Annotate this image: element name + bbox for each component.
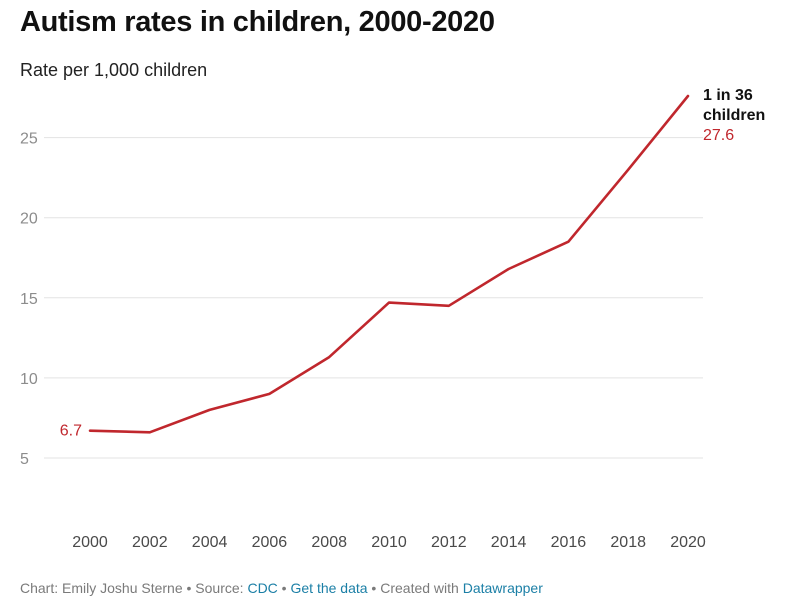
chart-footer: Chart: Emily Joshu Sterne • Source: CDC … xyxy=(20,580,543,596)
x-tick-label: 2006 xyxy=(252,534,288,551)
x-tick-label: 2018 xyxy=(610,534,646,551)
y-tick-label: 5 xyxy=(20,451,29,468)
footer-credit: Chart: Emily Joshu Sterne • Source: xyxy=(20,580,248,596)
end-annotation-line1: 1 in 36 xyxy=(703,87,753,104)
start-value-label: 6.7 xyxy=(60,423,82,440)
x-tick-label: 2004 xyxy=(192,534,228,551)
datawrapper-link[interactable]: Datawrapper xyxy=(462,580,543,596)
x-tick-label: 2008 xyxy=(311,534,347,551)
chart-subtitle: Rate per 1,000 children xyxy=(20,60,208,80)
y-tick-label: 10 xyxy=(20,371,38,388)
series-layer xyxy=(88,94,690,434)
footer-separator: • xyxy=(277,580,291,596)
footer-created-with: • Created with xyxy=(367,580,463,596)
series-line xyxy=(88,94,690,434)
end-value-label: 27.6 xyxy=(703,127,734,144)
x-tick-label: 2000 xyxy=(72,534,108,551)
get-data-link[interactable]: Get the data xyxy=(290,580,368,596)
chart-title: Autism rates in children, 2000-2020 xyxy=(20,6,495,38)
x-tick-label: 2020 xyxy=(670,534,706,551)
x-tick-label: 2002 xyxy=(132,534,168,551)
end-annotation-line2: children xyxy=(703,107,765,124)
x-tick-label: 2012 xyxy=(431,534,467,551)
y-axis-ticks: 5 10 15 20 25 xyxy=(20,131,38,468)
gridlines xyxy=(44,137,703,459)
y-tick-label: 25 xyxy=(20,131,38,148)
y-tick-label: 15 xyxy=(20,291,38,308)
x-tick-label: 2014 xyxy=(491,534,527,551)
x-tick-label: 2010 xyxy=(371,534,407,551)
x-tick-label: 2016 xyxy=(551,534,587,551)
annotations: 6.7 1 in 36 children 27.6 xyxy=(60,87,765,440)
y-tick-label: 20 xyxy=(20,211,38,228)
x-axis-ticks: 2000 2002 2004 2006 2008 2010 2012 2014 2016 2018… xyxy=(72,534,706,551)
source-link[interactable]: CDC xyxy=(247,580,278,596)
